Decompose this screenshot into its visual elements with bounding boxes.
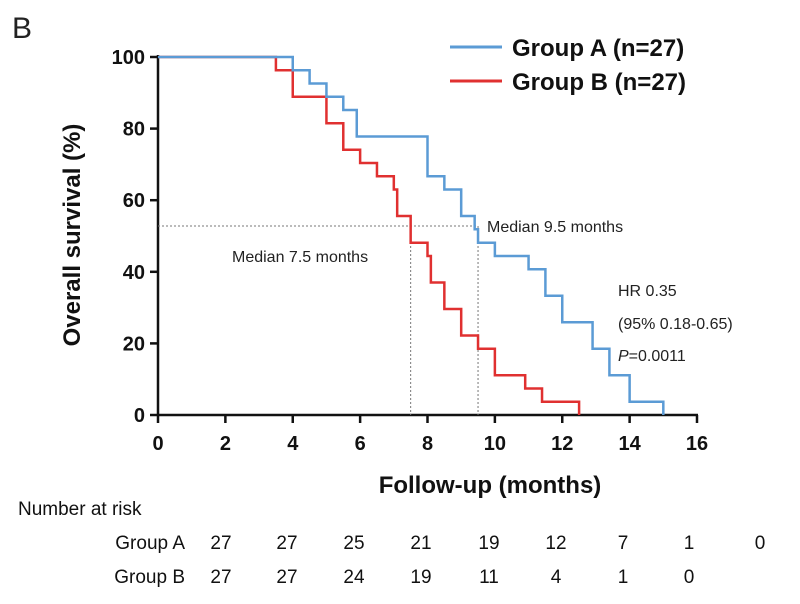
legend: Group A (n=27) Group B (n=27)	[450, 35, 686, 96]
legend-label-group-a: Group A (n=27)	[512, 35, 684, 62]
risk-cell: 27	[210, 567, 231, 588]
confidence-interval-text: (95% 0.18-0.65)	[618, 316, 733, 333]
x-tick-label: 6	[355, 433, 366, 455]
risk-table: Group A 27 27 25 21 19 12 7 1 0 Group B 27 27 24 19 11 4…	[114, 533, 765, 588]
risk-cell: 25	[343, 533, 364, 554]
risk-cell: 7	[618, 533, 629, 554]
median-label-group-a: Median 9.5 months	[487, 219, 623, 236]
p-value-number: =0.0011	[629, 348, 686, 365]
median-label-group-b: Median 7.5 months	[232, 249, 368, 266]
risk-cell: 11	[479, 567, 499, 588]
risk-cell: 19	[478, 533, 499, 554]
survival-curves	[158, 55, 665, 415]
risk-table-title: Number at risk	[18, 499, 142, 520]
x-tick-label: 10	[484, 433, 506, 455]
x-tick-label: 0	[152, 433, 163, 455]
y-tick-label: 0	[134, 405, 145, 427]
median-guide-lines	[158, 225, 479, 415]
risk-cell: 27	[276, 533, 297, 554]
y-tick-label: 40	[123, 262, 145, 284]
x-tick-label: 12	[551, 433, 573, 455]
risk-cell: 27	[276, 567, 297, 588]
risk-cell: 21	[410, 533, 431, 554]
risk-cell: 4	[551, 567, 562, 588]
panel-label: B	[12, 12, 32, 45]
risk-cell: 0	[684, 567, 695, 588]
x-tick-label: 2	[220, 433, 231, 455]
x-tick-label: 16	[686, 433, 708, 455]
y-tick-label: 100	[112, 47, 145, 69]
legend-label-group-b: Group B (n=27)	[512, 69, 686, 96]
risk-cell: 19	[410, 567, 431, 588]
axes: 0 20 40 60 80 100 0 2 4 6 8 10 12 14 16	[112, 47, 709, 455]
y-tick-label: 80	[123, 119, 145, 141]
x-tick-label: 14	[619, 433, 642, 455]
risk-cell: 0	[755, 533, 766, 554]
x-tick-label: 8	[422, 433, 433, 455]
risk-cell: 1	[618, 567, 629, 588]
risk-cell: 27	[210, 533, 231, 554]
y-tick-label: 20	[123, 333, 145, 355]
x-axis-label: Follow-up (months)	[379, 472, 602, 499]
p-value-text: P=0.0011	[618, 348, 686, 365]
risk-cell: 12	[545, 533, 566, 554]
p-value-symbol: P	[618, 348, 629, 365]
survival-curve-group-a	[158, 55, 665, 415]
risk-cell: 24	[343, 567, 365, 588]
risk-row-label: Group A	[115, 533, 185, 554]
x-tick-label: 4	[287, 433, 299, 455]
risk-row-label: Group B	[114, 567, 185, 588]
hazard-ratio-text: HR 0.35	[618, 283, 677, 300]
survival-curve-group-b	[158, 55, 581, 415]
y-tick-label: 60	[123, 190, 145, 212]
risk-cell: 1	[684, 533, 695, 554]
y-axis-label: Overall survival (%)	[59, 124, 86, 347]
